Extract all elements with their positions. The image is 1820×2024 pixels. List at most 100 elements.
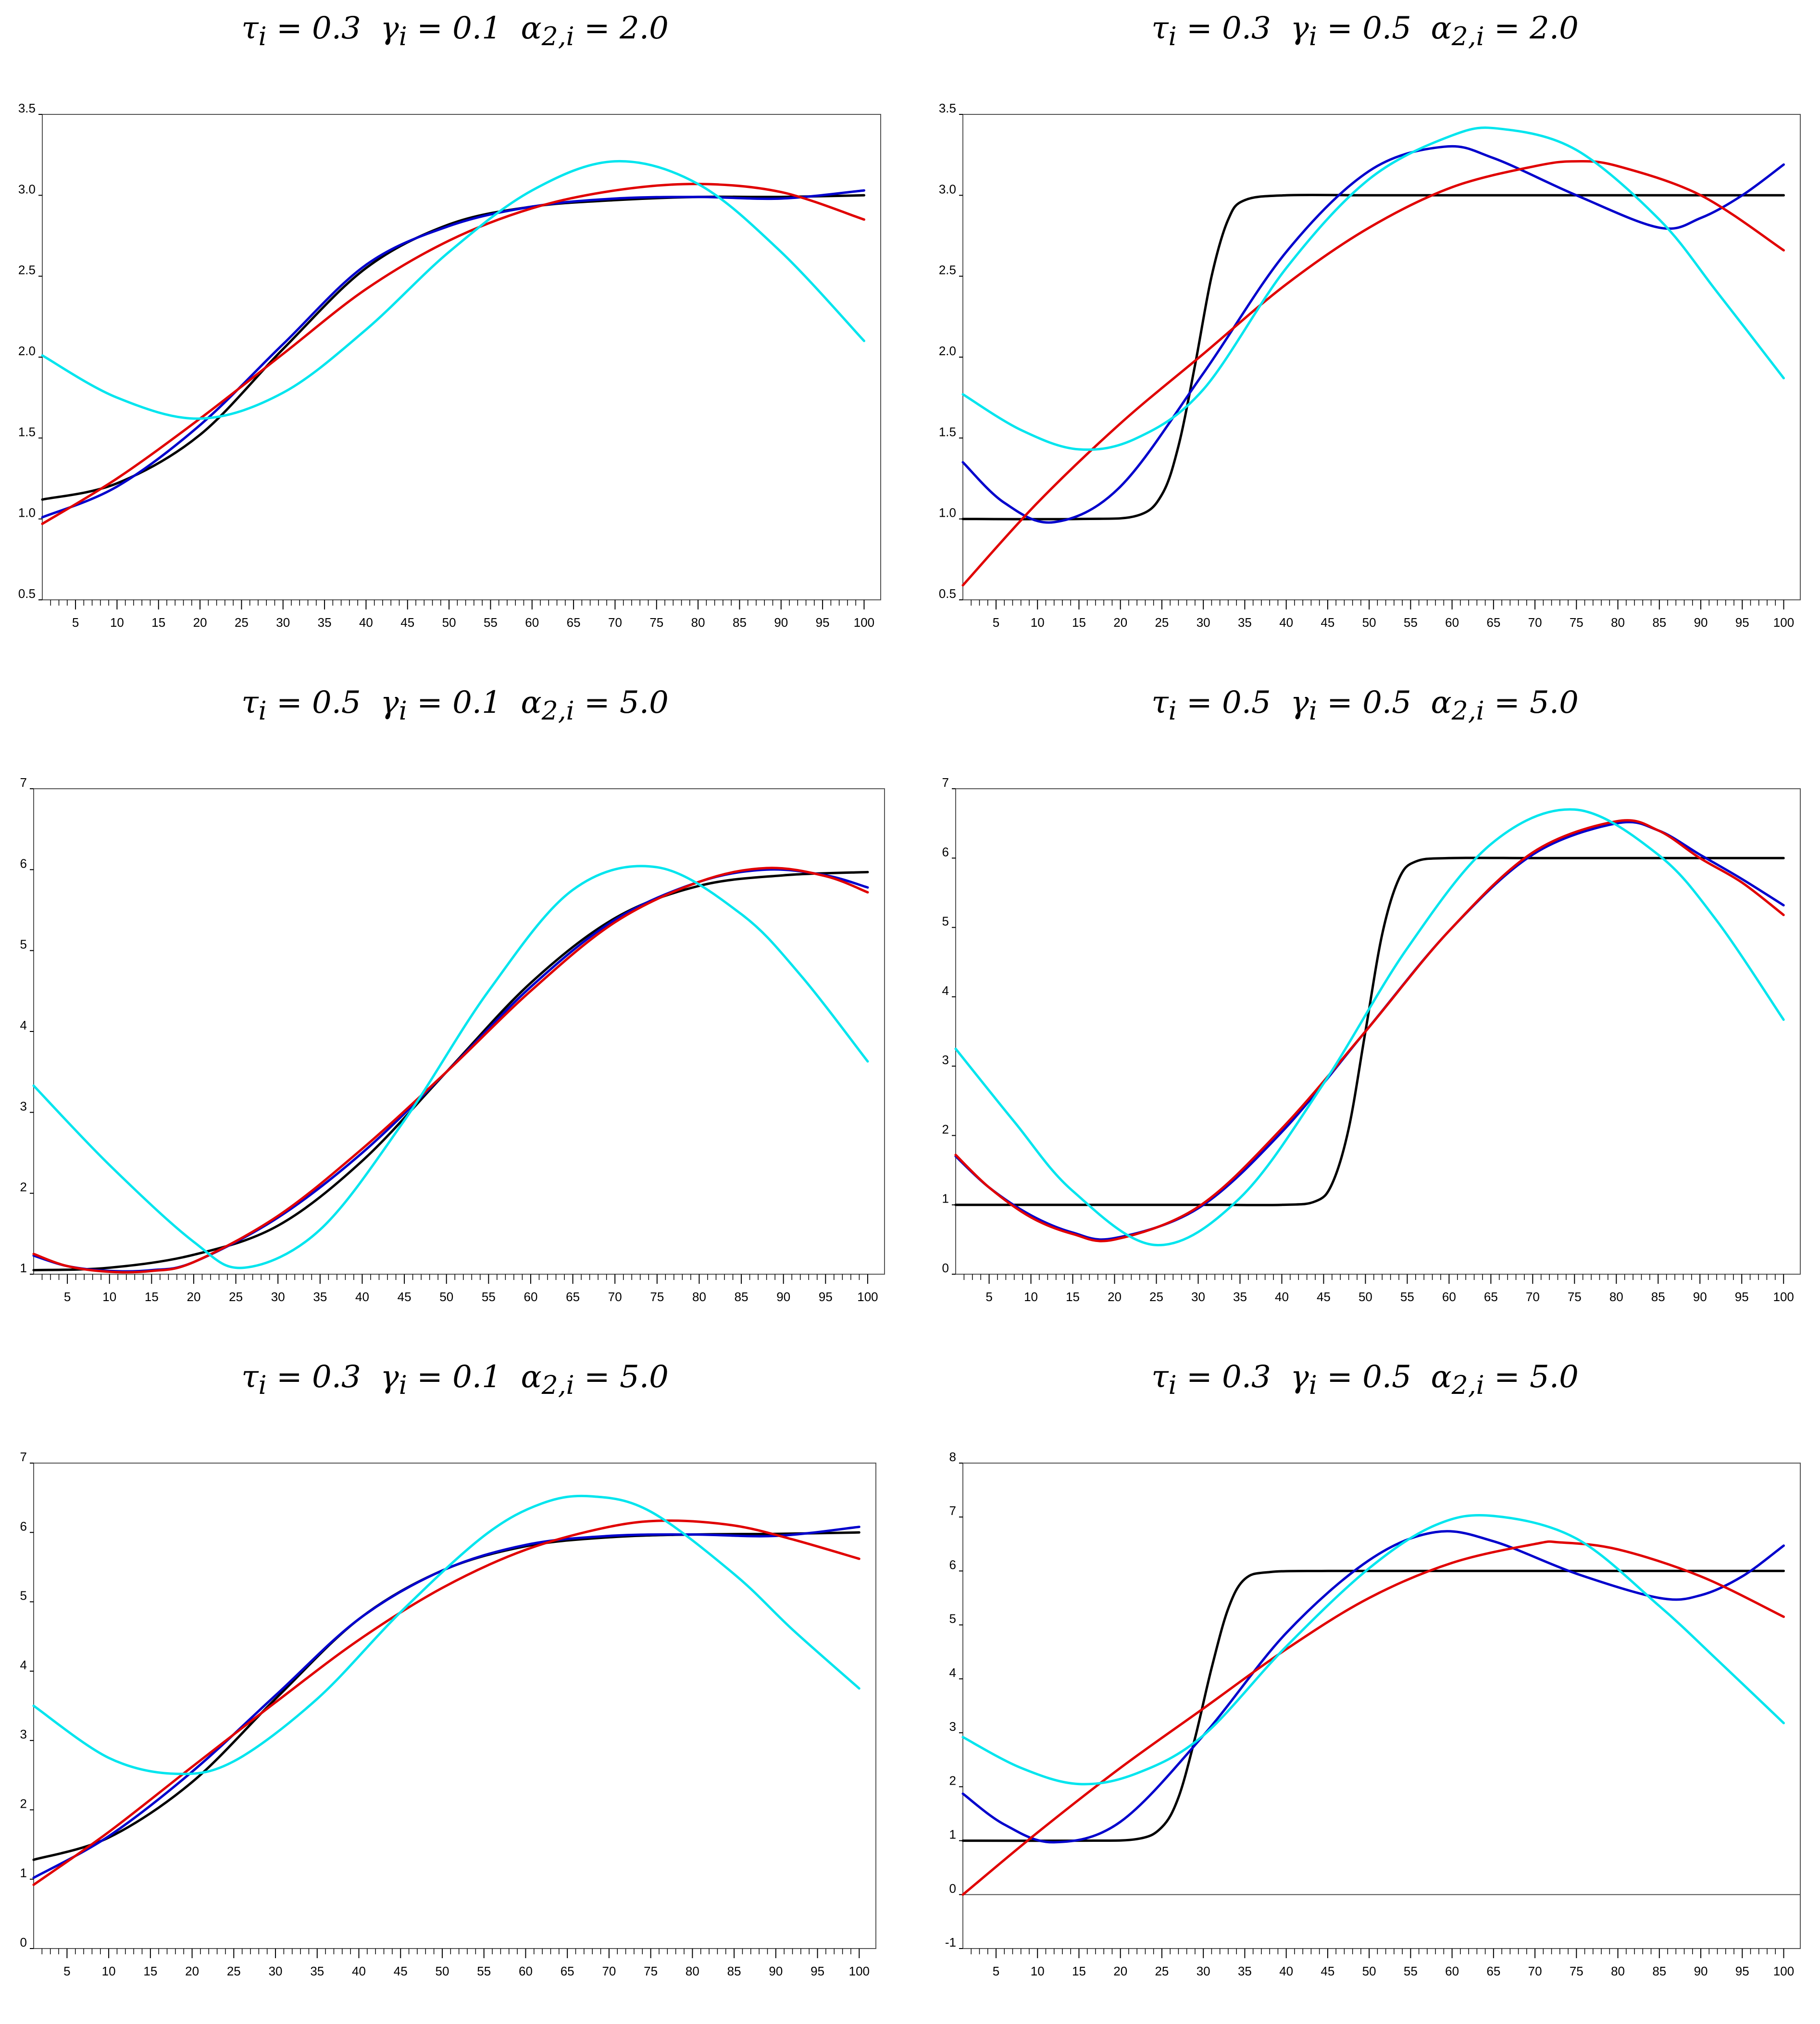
y-tick-label: 1.0 bbox=[18, 506, 36, 520]
x-tick-label: 5 bbox=[993, 1964, 999, 1978]
x-tick-label: 50 bbox=[436, 1964, 449, 1978]
x-tick-label: 50 bbox=[1362, 1964, 1376, 1978]
x-tick-label: 30 bbox=[276, 615, 290, 630]
x-tick-label: 95 bbox=[1735, 1964, 1749, 1978]
x-tick-label: 100 bbox=[857, 1290, 878, 1304]
x-tick-label: 20 bbox=[185, 1964, 199, 1978]
series-line-red bbox=[954, 819, 1785, 1242]
y-tick-label: 3 bbox=[942, 1053, 949, 1067]
y-tick-label: 3.0 bbox=[939, 182, 956, 196]
y-tick-label: 1.5 bbox=[18, 424, 36, 439]
series-line-blue bbox=[961, 1530, 1785, 1844]
x-tick-label: 15 bbox=[145, 1290, 159, 1304]
x-tick-label: 60 bbox=[524, 1290, 537, 1304]
x-tick-label: 60 bbox=[1442, 1290, 1456, 1304]
x-tick-label: 40 bbox=[359, 615, 373, 630]
series-line-black bbox=[961, 194, 1785, 521]
y-tick-label: 1 bbox=[20, 1866, 27, 1880]
y-tick-label: 3 bbox=[20, 1727, 27, 1741]
x-tick-label: 5 bbox=[993, 615, 999, 630]
x-tick-label: 65 bbox=[561, 1964, 574, 1978]
chart-title: τi = 0.3 γi = 0.1 α2,i = 2.0 bbox=[241, 11, 669, 51]
x-tick-label: 25 bbox=[227, 1964, 241, 1978]
x-tick-label: 45 bbox=[1321, 1964, 1334, 1978]
x-tick-label: 45 bbox=[1317, 1290, 1331, 1304]
chart-panel-1: τi = 0.3 γi = 0.1 α2,i = 2.0 0.5 1.0 1.5 2.… bbox=[0, 0, 910, 674]
y-tick-label: 1.0 bbox=[939, 506, 956, 520]
x-tick-label: 35 bbox=[313, 1290, 327, 1304]
x-tick-label: 35 bbox=[318, 615, 332, 630]
series-line-cyan bbox=[32, 865, 869, 1269]
x-tick-label: 85 bbox=[1651, 1290, 1665, 1304]
y-tick-label: 6 bbox=[942, 844, 949, 859]
x-tick-label: 90 bbox=[1694, 1964, 1708, 1978]
x-tick-label: 35 bbox=[310, 1964, 324, 1978]
x-tick-label: 95 bbox=[819, 1290, 833, 1304]
x-tick-label: 10 bbox=[102, 1964, 116, 1978]
x-tick-label: 40 bbox=[355, 1290, 369, 1304]
chart-panel-4: τi = 0.5 γi = 0.5 α2,i = 5.0 0 1 2 3 4 5 6 7 5 10… bbox=[910, 674, 1820, 1349]
x-tick-label: 15 bbox=[1066, 1290, 1080, 1304]
x-tick-label: 25 bbox=[1149, 1290, 1163, 1304]
x-tick-label: 60 bbox=[525, 615, 539, 630]
x-tick-label: 95 bbox=[1735, 615, 1749, 630]
y-tick-label: 3 bbox=[20, 1099, 27, 1113]
y-tick-label: 7 bbox=[20, 775, 27, 790]
y-tick-label: 4 bbox=[942, 983, 949, 998]
x-tick-label: 40 bbox=[1279, 615, 1293, 630]
y-tick-label: 1 bbox=[942, 1192, 949, 1206]
x-tick-label: 10 bbox=[110, 615, 124, 630]
x-tick-label: 55 bbox=[1404, 615, 1418, 630]
x-tick-label: 80 bbox=[692, 1290, 706, 1304]
y-tick-label: 2.5 bbox=[18, 263, 36, 277]
y-tick-label: 4 bbox=[20, 1658, 27, 1672]
x-tick-label: 50 bbox=[1362, 615, 1376, 630]
y-tick-label: 5 bbox=[20, 937, 27, 952]
y-tick-label: 7 bbox=[949, 1503, 956, 1518]
x-tick-label: 15 bbox=[1072, 1964, 1086, 1978]
x-tick-label: 30 bbox=[1197, 1964, 1210, 1978]
x-tick-label: 100 bbox=[854, 615, 874, 630]
series-line-red bbox=[32, 867, 869, 1274]
y-tick-label: 6 bbox=[20, 1519, 27, 1533]
y-tick-label: 6 bbox=[949, 1557, 956, 1572]
chart-title: τi = 0.3 γi = 0.5 α2,i = 5.0 bbox=[1151, 1359, 1579, 1400]
chart-panel-2: τi = 0.3 γi = 0.5 α2,i = 2.0 0.5 1.0 1.5 2.… bbox=[910, 0, 1820, 674]
x-tick-label: 85 bbox=[727, 1964, 741, 1978]
x-tick-label: 15 bbox=[1072, 615, 1086, 630]
plot-frame bbox=[33, 788, 885, 1275]
y-tick-label: 5 bbox=[949, 1612, 956, 1626]
x-tick-label: 35 bbox=[1238, 1964, 1252, 1978]
x-tick-label: 40 bbox=[352, 1964, 366, 1978]
x-tick-label: 45 bbox=[1321, 615, 1334, 630]
x-tick-label: 80 bbox=[691, 615, 705, 630]
x-tick-label: 50 bbox=[1359, 1290, 1372, 1304]
y-tick-label: 8 bbox=[949, 1450, 956, 1464]
y-tick-label: 1 bbox=[949, 1827, 956, 1842]
x-tick-label: 25 bbox=[229, 1290, 243, 1304]
x-tick-label: 75 bbox=[650, 1290, 664, 1304]
y-tick-label: 6 bbox=[20, 856, 27, 870]
plot-frame bbox=[33, 1463, 876, 1949]
x-tick-label: 35 bbox=[1238, 615, 1252, 630]
y-tick-label: 4 bbox=[949, 1665, 956, 1680]
y-tick-label: 2 bbox=[942, 1122, 949, 1136]
x-tick-label: 70 bbox=[1528, 1964, 1542, 1978]
x-tick-label: 65 bbox=[567, 615, 581, 630]
x-tick-label: 65 bbox=[566, 1290, 580, 1304]
x-tick-label: 45 bbox=[398, 1290, 411, 1304]
x-tick-label: 55 bbox=[482, 1290, 496, 1304]
x-tick-label: 5 bbox=[72, 615, 79, 630]
chart-panel-5: τi = 0.3 γi = 0.1 α2,i = 5.0 0 1 2 3 4 5 6 7 5 10… bbox=[0, 1349, 910, 2023]
x-tick-label: 45 bbox=[400, 615, 414, 630]
x-tick-label: 75 bbox=[649, 615, 663, 630]
chart-panel-3: τi = 0.5 γi = 0.1 α2,i = 5.0 1 2 3 4 5 6 7 5 10 1… bbox=[0, 674, 910, 1349]
x-tick-label: 5 bbox=[63, 1964, 70, 1978]
x-tick-label: 20 bbox=[1108, 1290, 1122, 1304]
x-tick-label: 45 bbox=[394, 1964, 408, 1978]
y-tick-label: 0 bbox=[949, 1881, 956, 1896]
y-tick-label: 5 bbox=[942, 914, 949, 929]
y-tick-label: 2 bbox=[20, 1796, 27, 1811]
x-tick-label: 55 bbox=[477, 1964, 491, 1978]
